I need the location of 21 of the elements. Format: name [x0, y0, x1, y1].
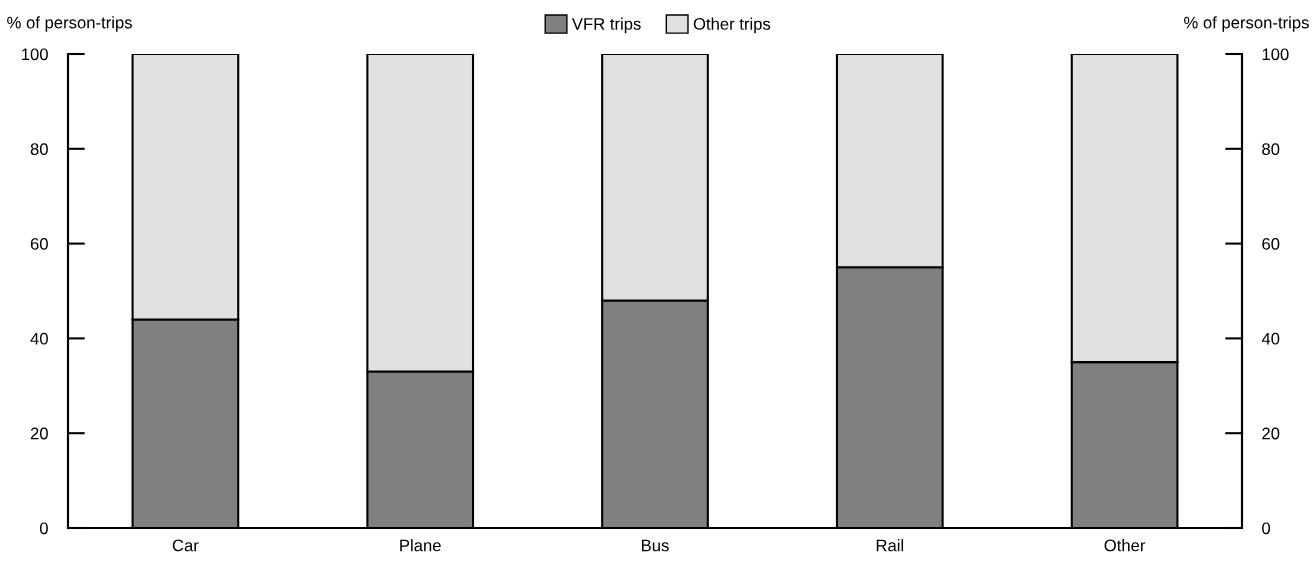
y-tick-label: 100 [22, 48, 48, 61]
y2-tick-label: 20 [1262, 427, 1280, 440]
x-tick-label: Plane [400, 539, 441, 552]
y-tick-label: 0 [39, 522, 48, 535]
y2-axis-title: % of person-trips [1184, 16, 1309, 32]
y-tick-label: 60 [30, 238, 48, 250]
legend-label: Other trips [693, 17, 771, 34]
y-tick-label: 40 [30, 332, 48, 345]
x-tick-label: Bus [642, 539, 669, 552]
y2-tick-label: 40 [1261, 332, 1280, 345]
y2-tick-label: 0 [1262, 522, 1271, 535]
y-tick-label: 20 [30, 427, 48, 440]
x-tick-label: Other [1104, 539, 1146, 552]
x-tick-label: Car [172, 539, 199, 552]
y-tick-label: 80 [30, 143, 48, 155]
y2-tick-label: 100 [1262, 48, 1289, 61]
y-axis-title: % of person-trips [7, 16, 132, 32]
y2-tick-label: 60 [1262, 238, 1280, 250]
legend-label: VFR trips [571, 17, 641, 34]
x-tick-label: Rail [876, 539, 904, 552]
y2-tick-label: 80 [1262, 143, 1280, 155]
